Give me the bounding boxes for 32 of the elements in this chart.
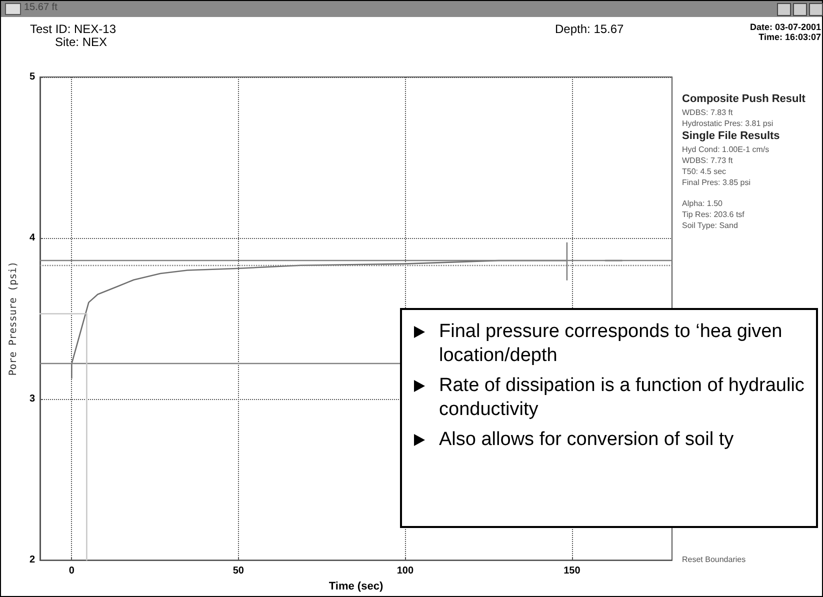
- x-axis-title: Time (sec): [328, 580, 384, 592]
- x-tick-label: 50: [232, 566, 244, 577]
- text: Composite Push Result: [682, 93, 806, 105]
- text: Date: 03-07-2001: [750, 22, 821, 32]
- y-axis-title: Pore Pressure (psi): [8, 261, 20, 376]
- text-callout: Final pressure corresponds to ‘hea given location/depth Rate of dissipation is a function of hydraulic conductivity Also allows for conversion of soil ty: [400, 308, 818, 528]
- text: Alpha: 1.50: [682, 199, 722, 208]
- annotation: Final pressure corresponds to ‘hea given location/depth: [439, 320, 784, 368]
- y-tick-label: 3: [29, 394, 36, 405]
- y-tick-label: 4: [29, 232, 36, 244]
- text: Single File Results: [682, 130, 780, 142]
- y-tick-label: 2: [29, 554, 36, 566]
- chart-title: 15.67 ft: [24, 2, 58, 13]
- x-tick-label: 100: [396, 566, 414, 577]
- text: WDBS: 7.83 ft: [682, 108, 733, 117]
- annotation: Rate of dissipation is a function of hydraulic conductivity: [439, 374, 806, 422]
- text: WDBS: 7.73 ft: [682, 156, 733, 165]
- text: Time: 16:03:07: [758, 32, 821, 42]
- text: Hyd Cond: 1.00E-1 cm/s: [682, 145, 770, 154]
- text: Soil Type: Sand: [682, 221, 738, 230]
- y-tick-label: 5: [29, 72, 36, 82]
- text: Depth: 15.67: [555, 22, 624, 36]
- text: Tip Res: 203.6 tsf: [682, 210, 744, 219]
- text: Reset Boundaries: [682, 555, 746, 564]
- text: Test ID: NEX-13: [30, 22, 116, 36]
- text: Site: NEX: [55, 35, 108, 49]
- x-tick-label: 150: [564, 566, 581, 577]
- x-tick-label: 0: [68, 566, 75, 577]
- text: Final Pres: 3.85 psi: [682, 178, 750, 187]
- annotation: Also allows for conversion of soil ty: [439, 428, 734, 452]
- text: Hydrostatic Pres: 3.81 psi: [682, 119, 774, 128]
- text: T50: 4.5 sec: [682, 167, 726, 176]
